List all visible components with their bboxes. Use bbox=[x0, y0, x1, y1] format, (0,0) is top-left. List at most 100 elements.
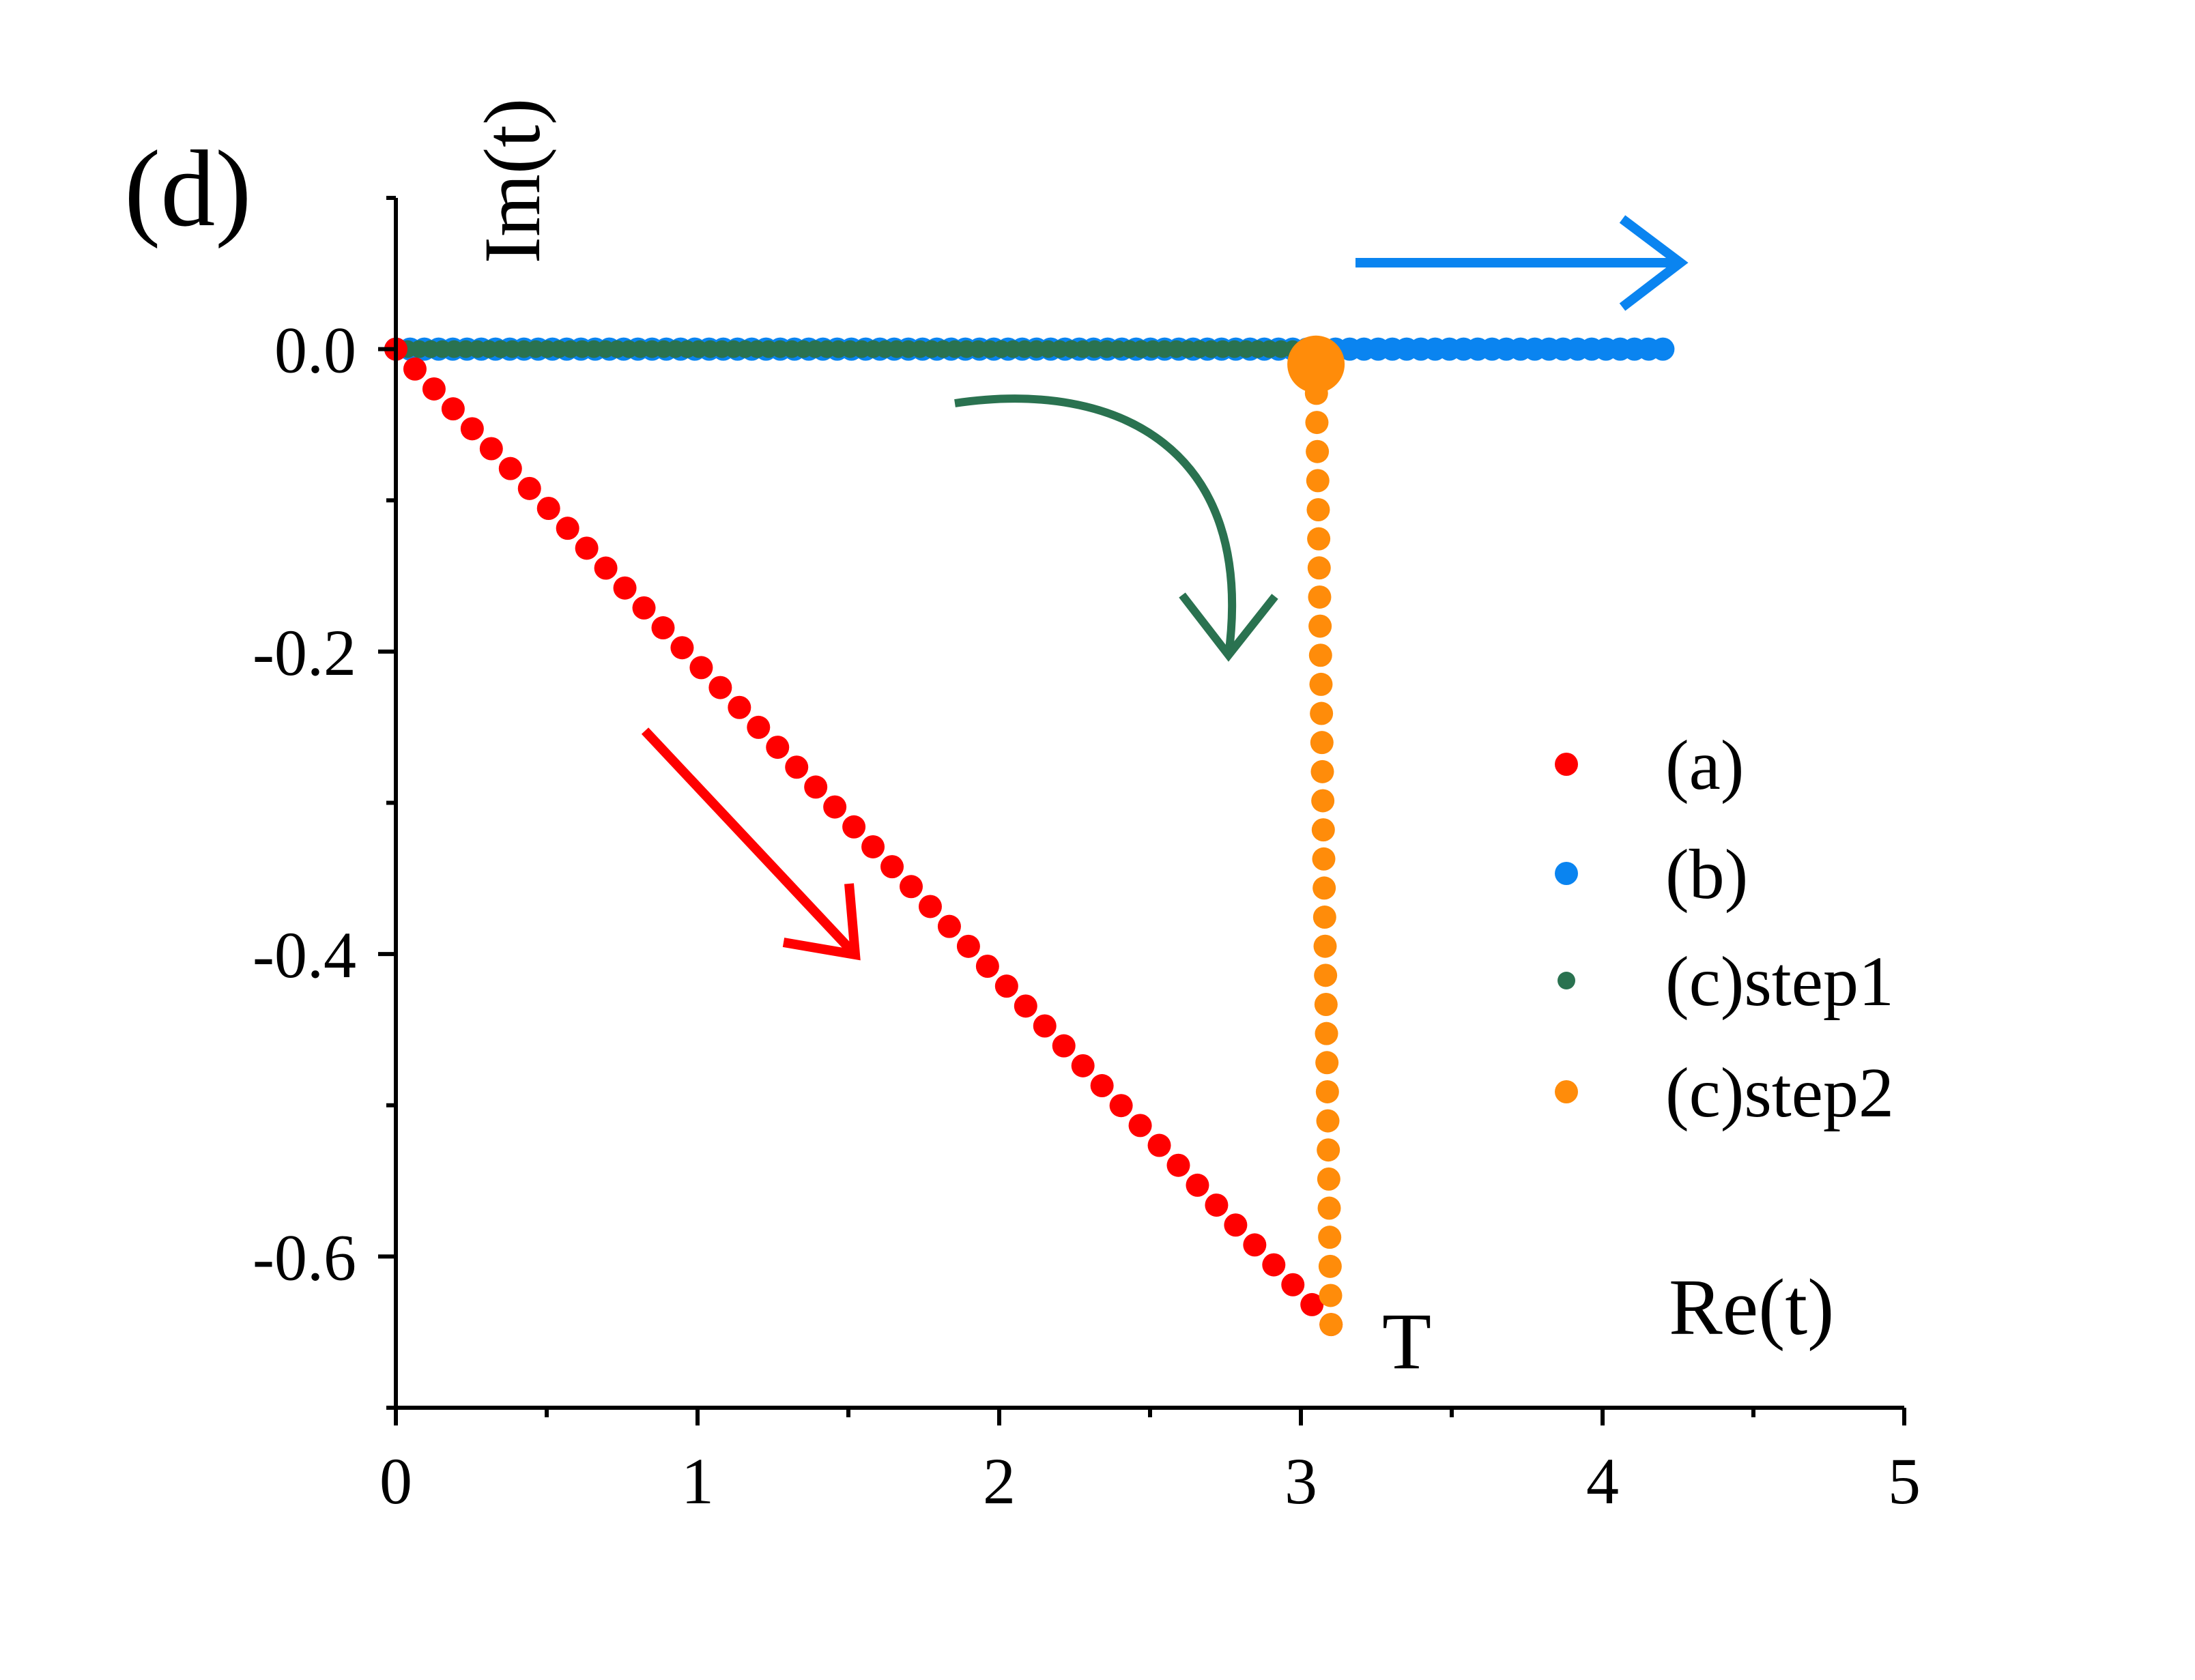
x-tick-label: 3 bbox=[1285, 1445, 1317, 1518]
data-point bbox=[1309, 672, 1333, 696]
green-curved-arrow bbox=[954, 394, 1278, 662]
data-point bbox=[1147, 1133, 1171, 1157]
data-point bbox=[1307, 556, 1331, 580]
data-point bbox=[1312, 906, 1336, 929]
data-point bbox=[422, 377, 446, 401]
data-point bbox=[1651, 337, 1675, 361]
data-point bbox=[1318, 1226, 1342, 1249]
series-cstep2 bbox=[1287, 335, 1345, 1337]
data-point bbox=[498, 457, 522, 480]
panel-label: (d) bbox=[124, 128, 252, 249]
data-point bbox=[1315, 1022, 1338, 1045]
data-point bbox=[1308, 614, 1332, 638]
data-point bbox=[1318, 1254, 1342, 1278]
data-point bbox=[517, 476, 541, 500]
data-point bbox=[1313, 934, 1337, 958]
blue-arrow-head bbox=[1619, 215, 1689, 311]
data-point bbox=[1315, 1051, 1339, 1075]
data-point bbox=[823, 795, 847, 819]
data-point bbox=[728, 695, 751, 719]
data-point bbox=[1109, 1094, 1133, 1118]
data-point bbox=[1311, 789, 1335, 813]
data-point bbox=[804, 775, 828, 799]
data-point bbox=[594, 556, 618, 580]
series-cstep1 bbox=[387, 340, 1325, 358]
data-point bbox=[1014, 994, 1037, 1018]
blue-direction-arrow bbox=[1355, 215, 1689, 311]
x-tick-label: 2 bbox=[983, 1445, 1016, 1518]
x-tick-label: 1 bbox=[681, 1445, 714, 1518]
data-point bbox=[460, 417, 484, 441]
data-point bbox=[1310, 759, 1334, 783]
y-tick-label: 0.0 bbox=[274, 314, 356, 387]
data-point bbox=[1090, 1074, 1114, 1098]
legend-marker bbox=[1555, 1080, 1578, 1103]
data-point bbox=[708, 676, 732, 699]
data-point bbox=[1319, 1284, 1343, 1307]
data-point bbox=[1315, 1080, 1339, 1103]
data-point bbox=[1314, 964, 1338, 987]
data-point bbox=[975, 954, 999, 978]
data-point bbox=[1308, 643, 1332, 667]
data-point bbox=[1166, 1153, 1190, 1177]
data-point bbox=[1317, 1167, 1340, 1191]
step2-start-point bbox=[1287, 335, 1345, 393]
data-point bbox=[556, 517, 579, 540]
legend-label: (a) bbox=[1665, 726, 1744, 805]
data-point bbox=[1033, 1014, 1057, 1038]
data-point bbox=[1310, 731, 1334, 755]
data-point bbox=[1128, 1114, 1152, 1138]
legend-label: (b) bbox=[1665, 835, 1748, 914]
data-point bbox=[632, 596, 656, 620]
data-point bbox=[1262, 1253, 1286, 1277]
data-point bbox=[575, 536, 599, 560]
data-point bbox=[880, 855, 904, 879]
data-point bbox=[1308, 585, 1332, 609]
y-tick-label: -0.2 bbox=[253, 616, 356, 689]
data-point bbox=[1311, 818, 1335, 842]
endpoint-T-label: T bbox=[1382, 1297, 1431, 1386]
red-arrow-shaft bbox=[641, 727, 859, 958]
green-arrow-head bbox=[1179, 592, 1278, 662]
data-point bbox=[1314, 993, 1338, 1016]
data-point bbox=[747, 715, 771, 739]
data-point bbox=[785, 755, 809, 779]
legend: (a) (b) (c)step1 (c)step2 bbox=[1555, 726, 1894, 1132]
data-point bbox=[651, 616, 675, 640]
data-point bbox=[994, 974, 1018, 998]
series-layer bbox=[384, 335, 1675, 1337]
data-point bbox=[613, 576, 637, 600]
y-axis-title: Im(t) bbox=[468, 98, 557, 263]
x-tick-label: 0 bbox=[379, 1445, 412, 1518]
data-point bbox=[1312, 847, 1336, 871]
x-axis-title: Re(t) bbox=[1669, 1262, 1834, 1352]
x-tick-label: 4 bbox=[1586, 1445, 1619, 1518]
arrows-layer bbox=[641, 215, 1689, 961]
data-point bbox=[842, 815, 866, 839]
data-point bbox=[536, 497, 560, 521]
legend-marker bbox=[1555, 862, 1578, 885]
data-point bbox=[766, 736, 790, 759]
data-point bbox=[689, 656, 713, 680]
green-arrow-curve bbox=[954, 394, 1236, 656]
data-point bbox=[1312, 876, 1336, 900]
data-point bbox=[1307, 527, 1331, 551]
data-point bbox=[670, 636, 694, 660]
data-point bbox=[1071, 1054, 1095, 1077]
data-point bbox=[861, 835, 885, 858]
data-point bbox=[441, 397, 465, 421]
data-point bbox=[1300, 1292, 1324, 1316]
data-point bbox=[403, 357, 427, 381]
data-point bbox=[1316, 1109, 1340, 1133]
legend-label: (c)step2 bbox=[1665, 1054, 1894, 1132]
data-point bbox=[1306, 469, 1330, 493]
data-point bbox=[1305, 411, 1329, 435]
data-point bbox=[1306, 498, 1330, 522]
data-point bbox=[1224, 1213, 1248, 1237]
legend-label: (c)step1 bbox=[1665, 942, 1894, 1021]
data-point bbox=[1317, 1196, 1341, 1220]
data-point bbox=[918, 895, 942, 918]
data-point bbox=[1310, 701, 1334, 725]
red-direction-arrow bbox=[641, 727, 861, 961]
